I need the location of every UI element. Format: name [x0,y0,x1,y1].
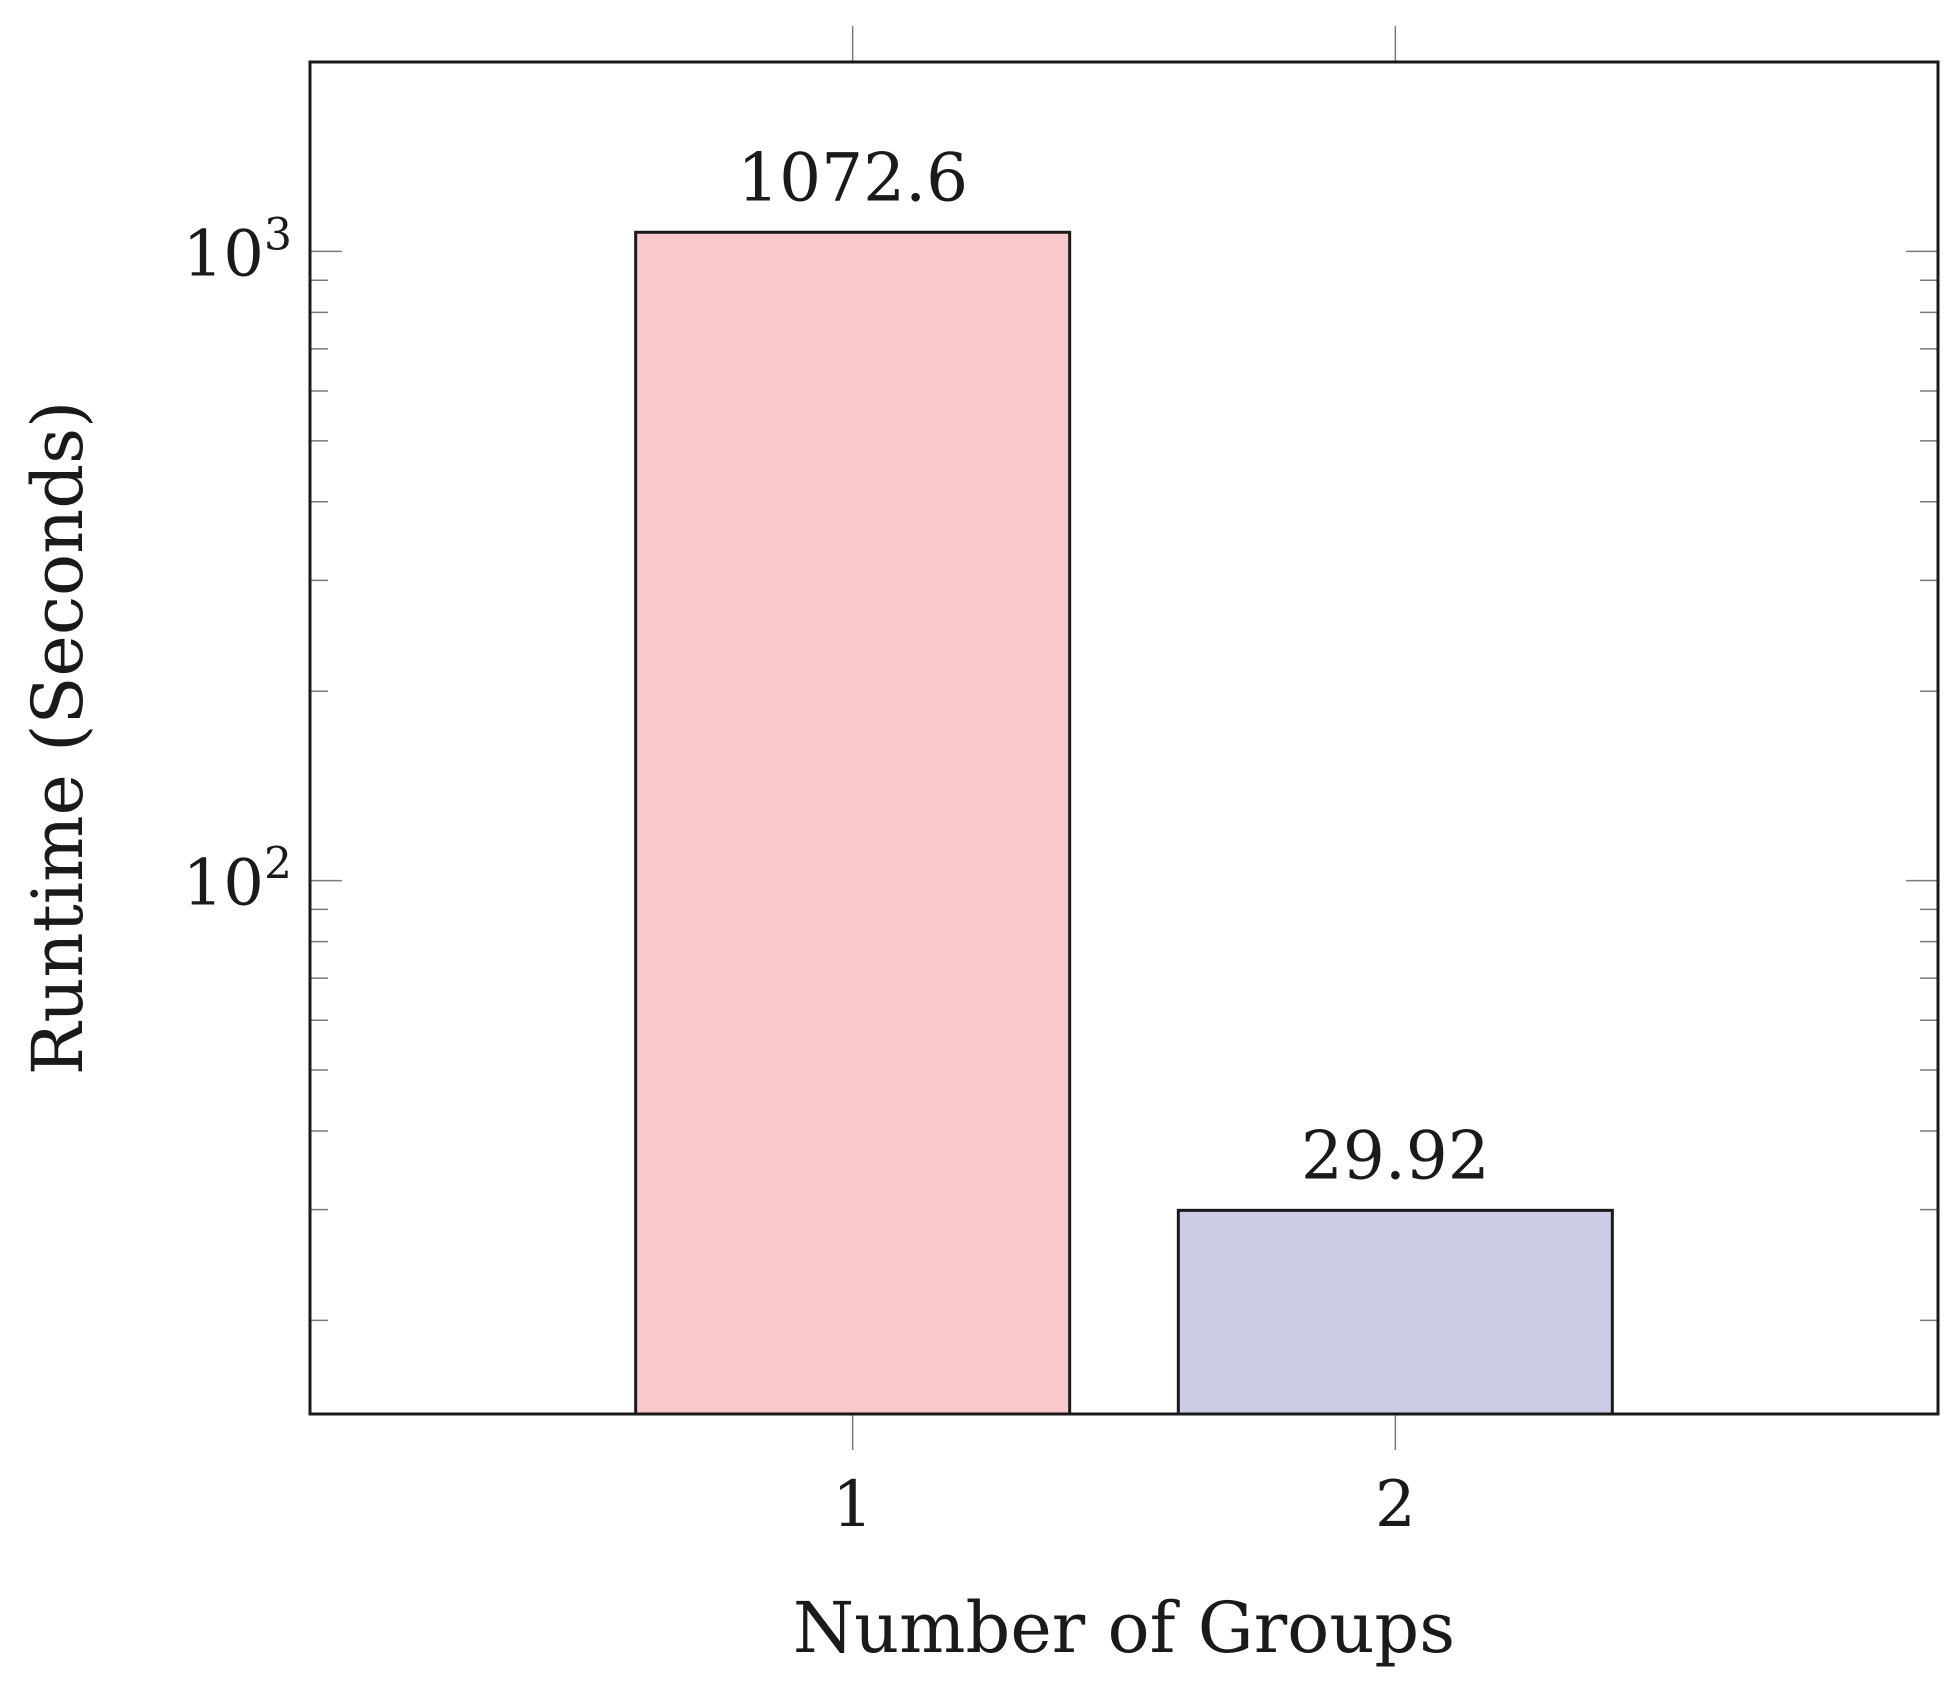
y-tick-label: 102 [183,839,292,921]
x-tick-label: 1 [832,1468,873,1542]
bar [634,230,1072,1416]
bars [634,230,1614,1416]
axis-ticks [310,26,1938,1450]
x-tick-label: 2 [1375,1468,1416,1542]
data-label: 1072.6 [737,139,968,216]
x-axis-label: Number of Groups [793,1587,1455,1669]
data-labels: 1072.6 29.92 [737,139,1490,1194]
data-label: 29.92 [1301,1117,1490,1194]
y-tick-label: 103 [183,209,292,291]
plot-frame [308,60,1940,1416]
y-tick-labels: 102 103 [183,209,292,920]
y-axis-label: Runtime (Seconds) [17,401,99,1076]
bar [1176,1208,1614,1416]
